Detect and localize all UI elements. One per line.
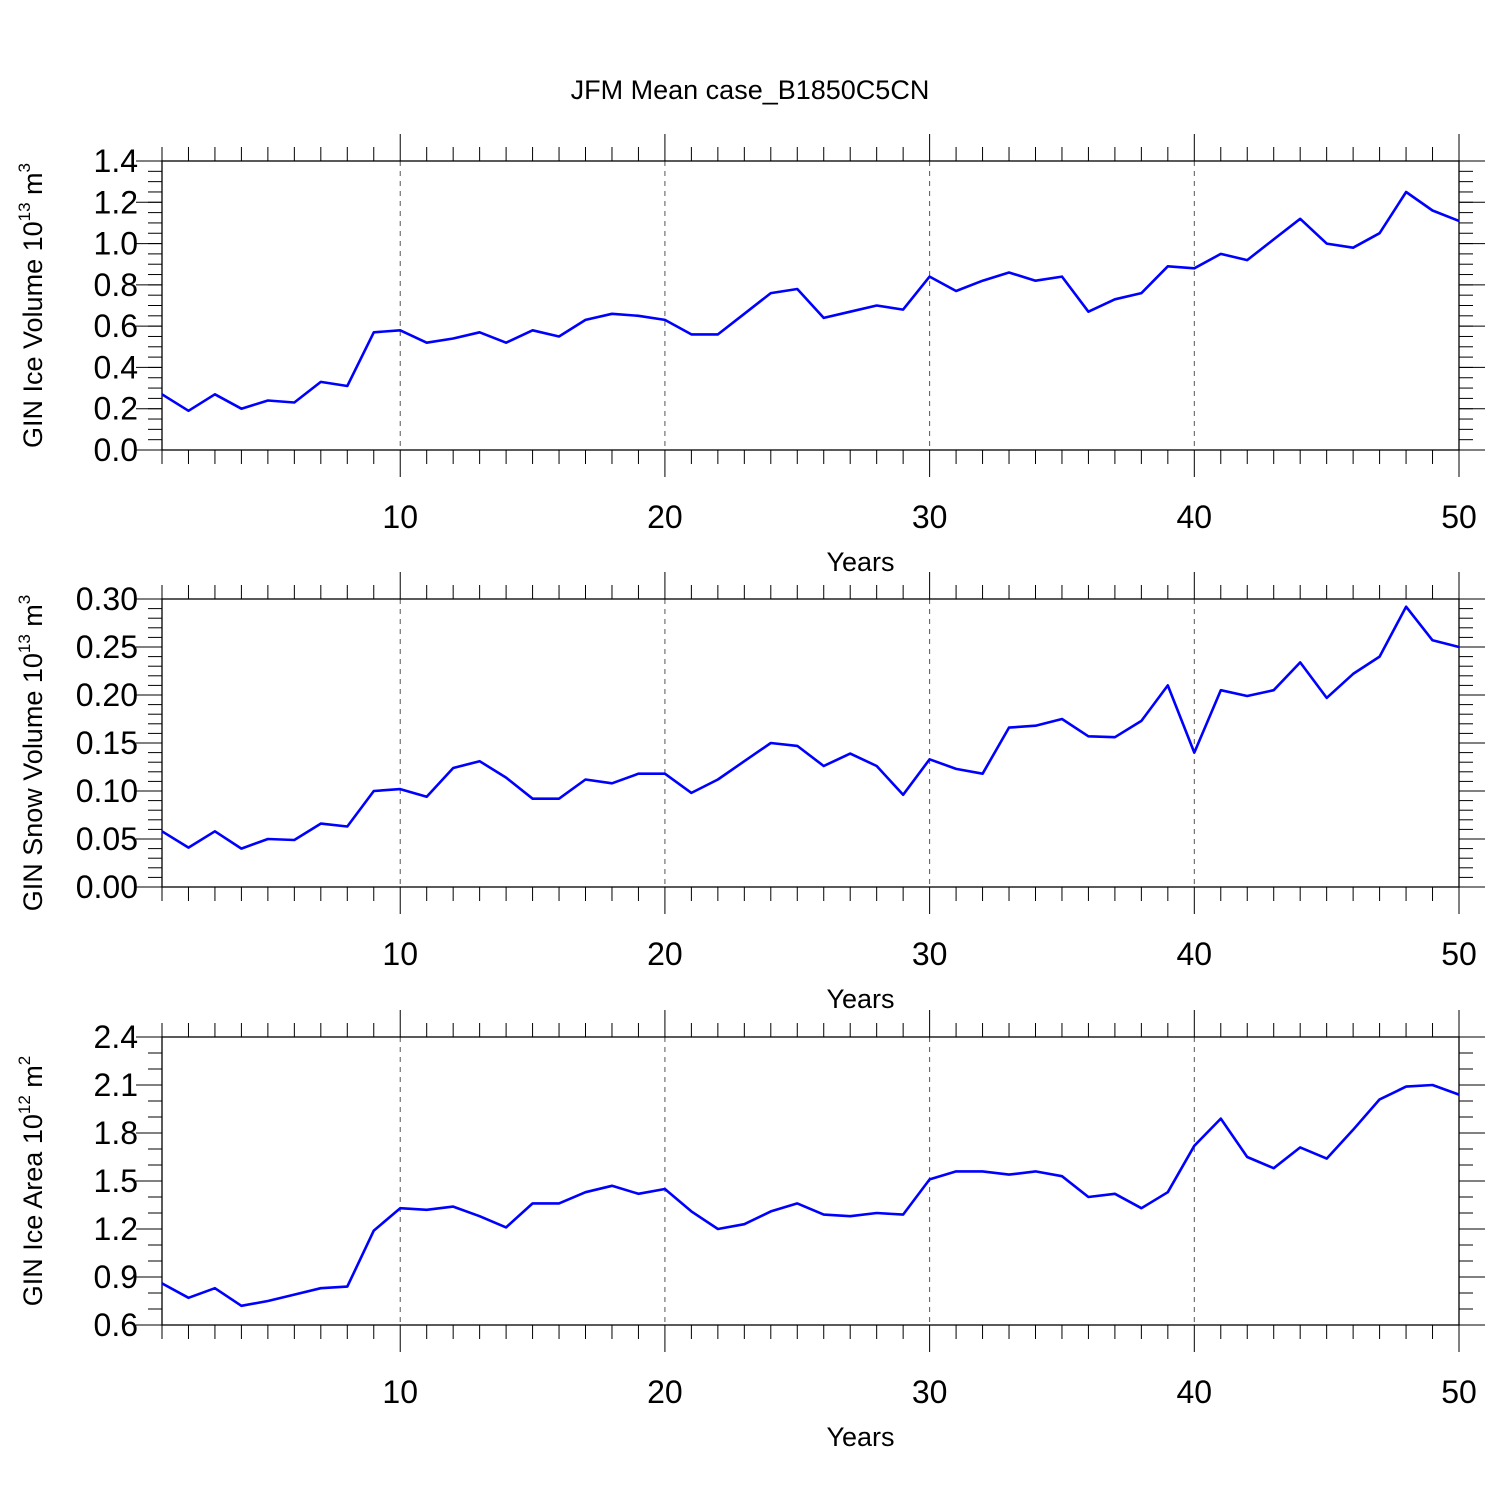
y-tick-label: 1.4	[94, 143, 138, 179]
x-tick-label-40: 40	[1177, 936, 1213, 972]
panel-snow-volume: 10 20 30 40 50 0.00 0.05 0.10 0.15 0.20 0.25 0.30 Ye…	[15, 572, 1485, 1014]
x-tick-label-50: 50	[1441, 1374, 1477, 1410]
y-tick-label: 1.5	[94, 1163, 138, 1199]
x-tick-label-10: 10	[382, 499, 418, 535]
series-line-ice-area	[161, 1083, 1460, 1308]
y-axis-label: GIN Ice Area 1012 m2	[15, 1056, 48, 1307]
x-tick-label-10: 10	[382, 1374, 418, 1410]
y-tick-label: 1.2	[94, 184, 138, 220]
x-tick-label-30: 30	[912, 936, 948, 972]
plot-frame	[161, 598, 1460, 888]
y-tick-label: 0.6	[94, 308, 138, 344]
x-tick-label-20: 20	[647, 1374, 683, 1410]
y-tick-label: 0.2	[94, 391, 138, 427]
x-tick-label-40: 40	[1177, 499, 1213, 535]
y-tick-label: 1.8	[94, 1115, 138, 1151]
y-tick-label: 0.20	[76, 677, 138, 713]
x-tick-label-40: 40	[1177, 1374, 1213, 1410]
x-tick-label-20: 20	[647, 936, 683, 972]
y-tick-label: 0.15	[76, 725, 138, 761]
panel-ice-volume: 10 20 30 40 50 0.0 0.2 0.4 0.6 0.8 1.0 1.2 1.4 Years G…	[15, 134, 1485, 577]
x-tick-label-30: 30	[912, 499, 948, 535]
x-tick-label-50: 50	[1441, 936, 1477, 972]
figure-title: JFM Mean case_B1850C5CN	[571, 75, 930, 105]
y-tick-label: 0.0	[94, 432, 138, 468]
plot-frame	[161, 160, 1460, 451]
y-tick-label: 1.2	[94, 1211, 138, 1247]
x-axis-label: Years	[826, 1422, 894, 1452]
x-axis-label: Years	[826, 984, 894, 1014]
y-tick-label: 0.05	[76, 821, 138, 857]
x-tick-label-20: 20	[647, 499, 683, 535]
y-tick-label: 1.0	[94, 226, 138, 262]
y-tick-label: 0.25	[76, 629, 138, 665]
y-tick-label: 0.8	[94, 267, 138, 303]
y-tick-label: 0.4	[94, 349, 138, 385]
series-line-ice-volume	[161, 190, 1460, 413]
y-axis-label: GIN Ice Volume 1013 m3	[15, 163, 48, 448]
y-tick-label: 0.30	[76, 581, 138, 617]
y-tick-label: 2.4	[94, 1019, 138, 1055]
y-tick-label: 0.9	[94, 1259, 138, 1295]
x-tick-label-10: 10	[382, 936, 418, 972]
y-axis-label: GIN Snow Volume 1013 m3	[15, 595, 48, 912]
plot-frame	[161, 1036, 1460, 1326]
y-tick-label: 0.00	[76, 869, 138, 905]
x-axis-label: Years	[826, 547, 894, 577]
y-tick-label: 0.6	[94, 1307, 138, 1343]
y-tick-label: 0.10	[76, 773, 138, 809]
x-tick-label-30: 30	[912, 1374, 948, 1410]
panel-ice-area: 10 20 30 40 50 0.6 0.9 1.2 1.5 1.8 2.1 2.4 Years GIN …	[15, 1010, 1485, 1452]
y-tick-label: 2.1	[94, 1067, 138, 1103]
x-tick-label-50: 50	[1441, 499, 1477, 535]
series-line-snow-volume	[161, 605, 1460, 850]
